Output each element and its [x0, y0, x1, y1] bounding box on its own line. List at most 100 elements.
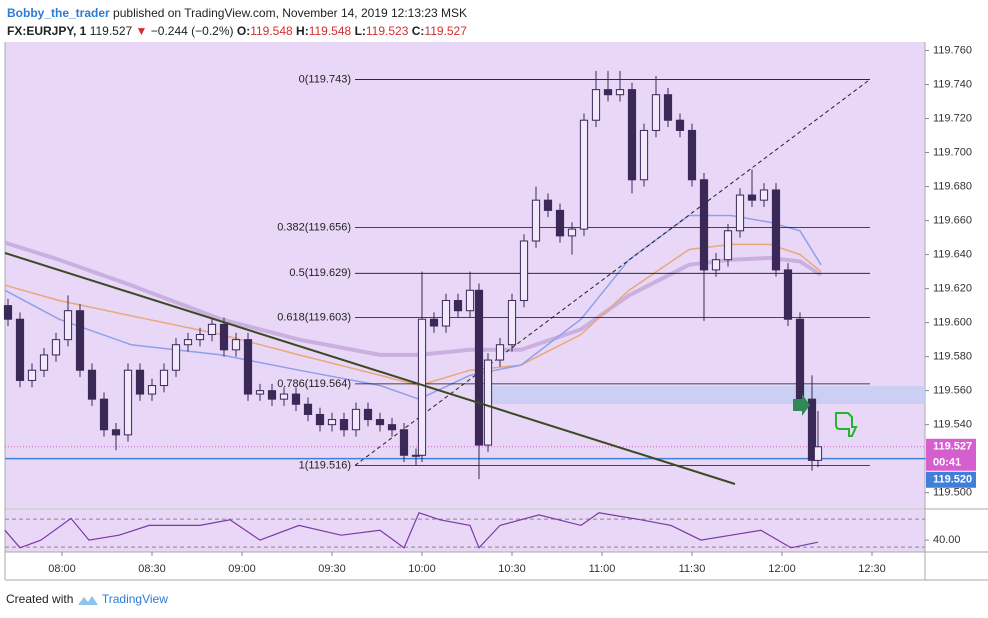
y-tick-label: 119.660	[933, 214, 972, 226]
candle-body	[303, 403, 313, 415]
fib-label: 0.382(119.656)	[277, 221, 351, 233]
author[interactable]: Bobby_the_trader	[7, 6, 110, 20]
candle-body	[75, 310, 85, 371]
candle-body	[711, 259, 721, 271]
ohlc-value: 119.527	[424, 24, 467, 38]
brand[interactable]: TradingView	[101, 592, 168, 606]
arrow-icon	[793, 394, 810, 416]
main-pane	[5, 42, 925, 508]
candle-body	[759, 189, 769, 201]
candle-body	[51, 339, 61, 356]
candle-body	[87, 369, 97, 400]
footer: Created with TradingView	[6, 592, 168, 607]
candle-body	[795, 318, 805, 400]
candle-body	[675, 119, 685, 131]
x-tick-label: 10:00	[408, 563, 436, 575]
moving-average	[4, 240, 823, 357]
candle-body	[363, 408, 373, 421]
candle-body	[603, 89, 613, 96]
candle-body	[807, 398, 817, 461]
candle-body	[3, 305, 13, 320]
thumbs-down-icon	[835, 412, 858, 437]
candle-body	[639, 129, 649, 181]
fib-label: 0.5(119.629)	[289, 267, 351, 279]
candle-body	[417, 318, 427, 456]
candle-body	[813, 446, 823, 461]
candle-body	[231, 339, 241, 351]
fib-label: 1(119.516)	[299, 459, 351, 471]
symbol: FX:EURJPY, 1	[7, 24, 87, 38]
candle-body	[687, 129, 697, 181]
y-tick-label: 119.680	[933, 180, 972, 192]
candle-body	[663, 94, 673, 121]
price-label: 119.527	[933, 441, 972, 453]
candle-body	[15, 318, 25, 381]
y-tick-label: 119.620	[933, 283, 972, 295]
candle-body	[399, 429, 409, 456]
candle-body	[651, 94, 661, 131]
candle-body	[243, 339, 253, 395]
candle-body	[63, 310, 73, 341]
candle-body	[723, 230, 733, 261]
candle-body	[219, 323, 229, 351]
price-label-box	[926, 438, 976, 471]
candle-body	[27, 369, 37, 381]
x-tick-label: 12:00	[768, 563, 796, 575]
price-label: 119.520	[933, 474, 972, 486]
x-tick-label: 09:30	[318, 563, 346, 575]
fib-label: 0.618(119.603)	[277, 311, 351, 323]
resistance-zone	[480, 386, 925, 404]
candle-body	[441, 300, 451, 327]
candle-body	[747, 194, 757, 201]
candle-body	[453, 300, 463, 312]
candle-body	[111, 429, 121, 436]
header: Bobby_the_trader published on TradingVie…	[7, 4, 467, 40]
candle-body	[519, 240, 529, 302]
candle-body	[507, 300, 517, 346]
published: published on TradingView.com, November 1…	[113, 6, 468, 20]
candle-body	[267, 390, 277, 400]
y-tick-label: 119.560	[933, 385, 972, 397]
candle-body	[99, 398, 109, 431]
ohlc-key: O:	[236, 24, 251, 38]
rsi-pane	[5, 510, 925, 552]
y-tick-label: 119.760	[933, 44, 972, 56]
candle-body	[195, 334, 205, 341]
x-tick-label: 11:30	[679, 563, 706, 575]
price-label-box	[926, 471, 976, 488]
candle-body	[735, 194, 745, 232]
y-tick-label: 119.700	[933, 146, 972, 158]
candle-body	[315, 413, 325, 426]
ohlc-key: L:	[354, 24, 366, 38]
trend-line	[4, 252, 736, 485]
candle-body	[567, 228, 577, 237]
candle-body	[375, 419, 385, 426]
candle-body	[495, 344, 505, 361]
candle-body	[279, 393, 289, 400]
header-line-1: Bobby_the_trader published on TradingVie…	[7, 4, 467, 22]
x-tick-label: 08:00	[48, 563, 76, 575]
candle-body	[159, 369, 169, 387]
candle-body	[543, 199, 553, 211]
x-tick-label: 10:30	[498, 563, 526, 575]
candle-body	[339, 419, 349, 431]
ohlc-value: 119.548	[308, 24, 352, 38]
x-tick-label: 08:30	[138, 563, 166, 575]
candle-body	[351, 408, 361, 431]
y-tick-label: 119.580	[933, 351, 972, 363]
fib-trend	[354, 79, 871, 466]
moving-average	[4, 243, 822, 387]
candle-body	[291, 393, 301, 405]
candle-body	[39, 354, 49, 371]
plot: 0(119.743) 0.382(119.656) 0.5(119.629) 0.61…	[3, 70, 925, 549]
y-tick-label: 119.640	[933, 248, 972, 260]
fib-label: 0.786(119.564)	[277, 378, 351, 390]
candle-body	[147, 385, 157, 395]
created-with: Created with	[6, 592, 74, 606]
candle-body	[783, 269, 793, 320]
candle-body	[183, 339, 193, 346]
candle-body	[531, 199, 541, 242]
